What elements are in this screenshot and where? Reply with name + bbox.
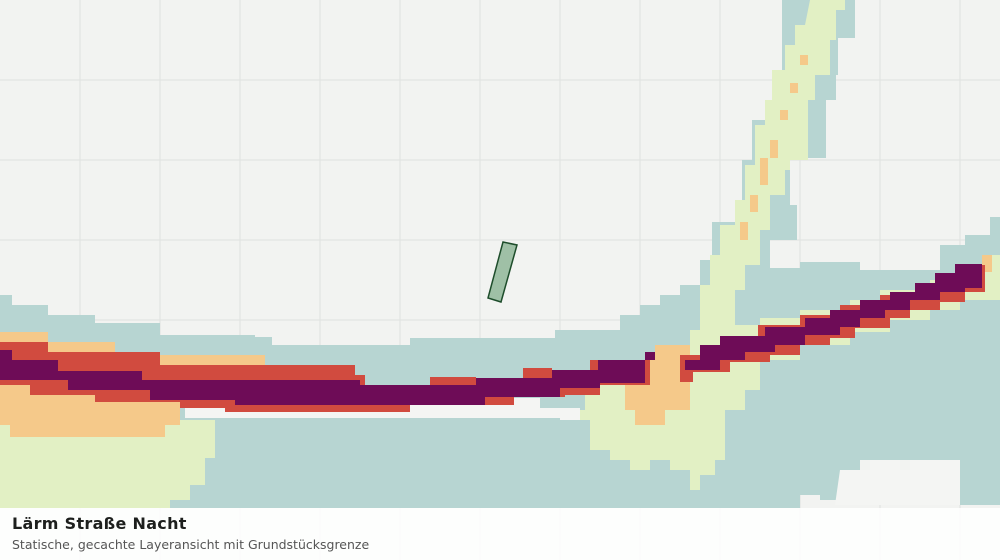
caption-title: Lärm Straße Nacht — [12, 514, 187, 533]
parcel-boundary[interactable] — [487, 241, 518, 303]
caption-subtitle: Statische, gecachte Layeransicht mit Gru… — [12, 537, 370, 552]
noise-zone-medium — [625, 345, 690, 425]
noise-zone-very-high — [645, 264, 982, 370]
noise-zone-medium-low — [0, 420, 215, 508]
caption: Lärm Straße Nacht Statische, gecachte La… — [0, 508, 1000, 560]
noise-zone-very-high — [0, 350, 645, 405]
noise-gap — [835, 460, 960, 505]
